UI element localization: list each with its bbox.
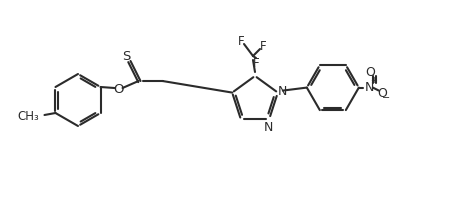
- Text: N: N: [263, 121, 273, 134]
- Text: O: O: [377, 87, 387, 100]
- Text: CH₃: CH₃: [18, 110, 40, 123]
- Text: F: F: [260, 40, 266, 53]
- Text: +: +: [371, 76, 377, 85]
- Text: F: F: [253, 57, 259, 70]
- Text: O: O: [113, 83, 124, 96]
- Text: N: N: [278, 85, 287, 98]
- Text: O: O: [365, 66, 375, 79]
- Text: −: −: [382, 93, 390, 103]
- Text: N: N: [365, 81, 374, 94]
- Text: S: S: [122, 50, 131, 63]
- Text: F: F: [238, 35, 244, 48]
